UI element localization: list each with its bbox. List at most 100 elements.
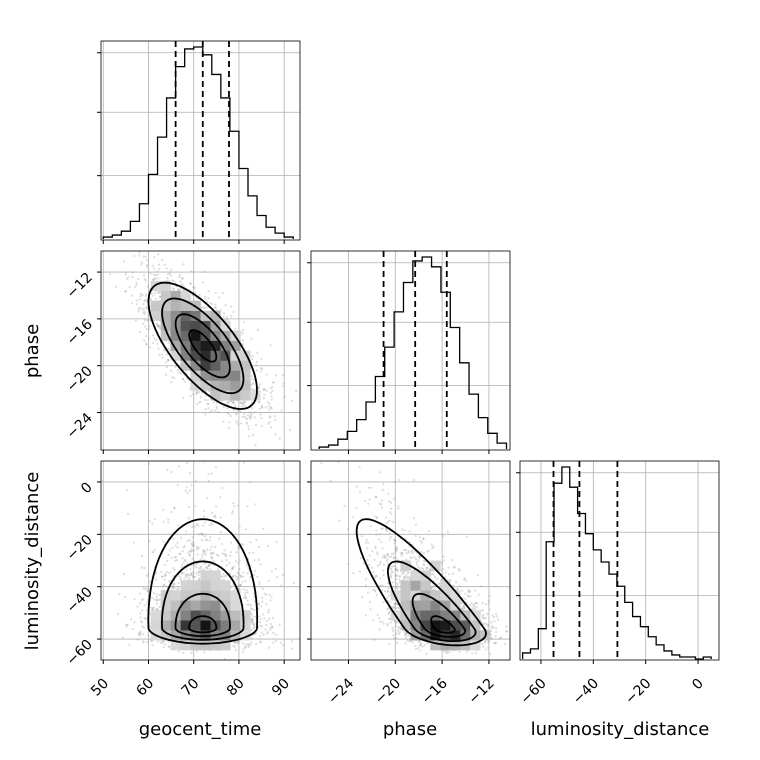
scatter-point [162, 540, 165, 543]
scatter-point [246, 591, 249, 594]
scatter-point [172, 287, 175, 290]
scatter-point [145, 335, 148, 338]
scatter-point [197, 578, 200, 581]
scatter-point [156, 270, 159, 273]
scatter-point [195, 649, 198, 653]
scatter-point [228, 421, 231, 424]
scatter-point [207, 402, 210, 405]
scatter-point [164, 574, 167, 577]
scatter-point [253, 569, 256, 573]
scatter-point [189, 394, 192, 397]
scatter-point [155, 578, 158, 581]
scatter-point [140, 599, 144, 602]
scatter-point [202, 552, 205, 555]
scatter-point [143, 278, 146, 281]
scatter-point [203, 651, 206, 654]
scatter-point [255, 538, 258, 541]
scatter-point [251, 354, 254, 357]
scatter-point [203, 398, 207, 401]
scatter-point [244, 594, 247, 597]
scatter-point [153, 548, 156, 551]
scatter-point [259, 634, 262, 638]
scatter-point [183, 380, 186, 383]
scatter-point [221, 575, 224, 578]
scatter-point [252, 574, 256, 577]
scatter-point [209, 410, 212, 414]
scatter-point [233, 641, 236, 644]
scatter-point [257, 558, 261, 561]
scatter-point [259, 624, 262, 628]
scatter-point [235, 413, 238, 416]
scatter-point [232, 401, 235, 404]
scatter-point [252, 626, 255, 630]
density-bin [240, 380, 251, 391]
scatter-point [195, 522, 198, 526]
density-bin [200, 360, 211, 371]
scatter-point [165, 570, 168, 574]
scatter-point [137, 277, 140, 281]
density-bin [160, 290, 171, 302]
scatter-point [202, 550, 205, 553]
density-bin [200, 340, 211, 351]
scatter-point [271, 389, 274, 393]
scatter-point [173, 568, 176, 571]
scatter-point [201, 524, 205, 527]
scatter-point [234, 404, 237, 407]
scatter-point [176, 288, 180, 291]
scatter-point [196, 390, 199, 394]
scatter-point [163, 640, 166, 643]
scatter-point [157, 325, 160, 328]
scatter-point [258, 580, 261, 584]
scatter-point [161, 258, 164, 262]
scatter-point [211, 512, 214, 515]
scatter-point [161, 585, 165, 588]
scatter-point [245, 603, 249, 606]
scatter-point [189, 572, 192, 576]
scatter-point [245, 643, 248, 646]
scatter-point [189, 471, 192, 475]
scatter-point [206, 300, 209, 303]
scatter-point [248, 551, 251, 555]
scatter-point [152, 550, 155, 554]
scatter-point [155, 322, 158, 325]
scatter-point [151, 640, 154, 643]
scatter-point [265, 603, 268, 606]
density-bin [150, 300, 161, 311]
density-bin [190, 320, 201, 331]
density-bin [220, 380, 231, 391]
scatter-point [185, 573, 188, 576]
scatter-point [158, 605, 161, 608]
scatter-point [140, 554, 143, 557]
scatter-point [130, 618, 133, 621]
scatter-point [207, 564, 210, 567]
scatter-point [260, 404, 264, 407]
scatter-point [249, 411, 252, 414]
scatter-point [265, 632, 269, 635]
scatter-point [230, 305, 233, 308]
scatter-point [142, 626, 145, 629]
scatter-point [197, 573, 200, 577]
scatter-point [210, 556, 213, 559]
density-bin [240, 390, 251, 401]
scatter-point [116, 612, 120, 615]
scatter-point [280, 584, 283, 587]
scatter-point [125, 488, 129, 492]
scatter-point [239, 583, 243, 586]
scatter-point [232, 402, 235, 405]
scatter-point [146, 590, 149, 593]
scatter-point [274, 639, 278, 642]
scatter-point [272, 631, 275, 635]
scatter-point [270, 596, 273, 599]
scatter-point [268, 594, 271, 597]
scatter-point [162, 349, 166, 352]
scatter-point [152, 606, 155, 609]
scatter-point [295, 389, 298, 393]
scatter-point [219, 530, 222, 534]
scatter-point [247, 428, 250, 431]
scatter-point [269, 622, 272, 626]
scatter-point [213, 306, 216, 310]
scatter-point [154, 273, 157, 277]
scatter-point [167, 580, 171, 583]
scatter-point [231, 400, 234, 403]
